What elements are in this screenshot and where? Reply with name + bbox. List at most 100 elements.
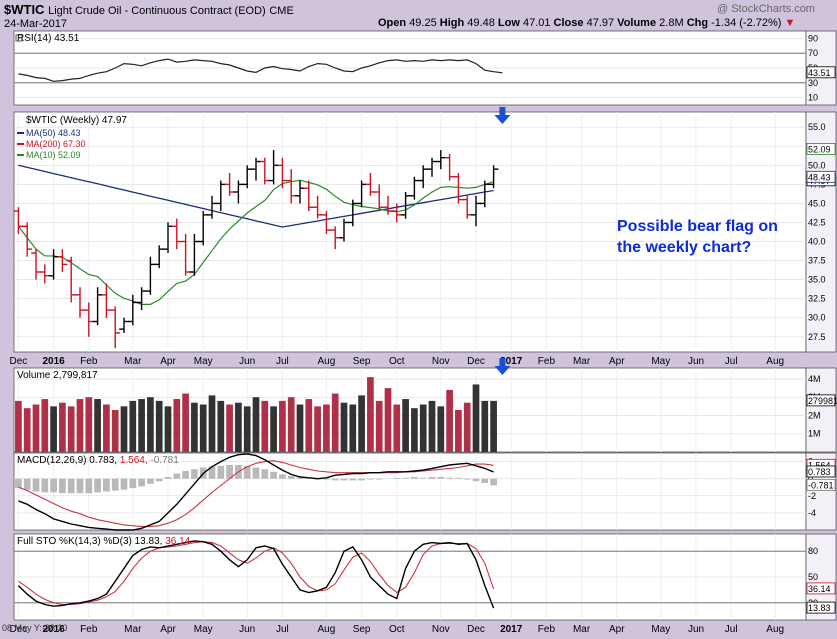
symbol-title: $WTIC Light Crude Oil - Continuous Contr…	[4, 2, 294, 17]
volume-tick-label: 2M	[808, 410, 821, 420]
volume-bar	[428, 400, 436, 452]
footer-readout: 08 May Y:-28.30	[2, 623, 68, 633]
volume-bar	[287, 397, 295, 452]
x-axis-label-top: Jul	[276, 356, 289, 367]
macd-histogram-bar	[103, 478, 110, 492]
macd-histogram-bar	[50, 478, 57, 493]
x-axis-label-bottom: Jul	[725, 624, 738, 635]
rsi-current-label: 43.51	[808, 68, 831, 78]
close-value: 47.97	[586, 17, 615, 29]
price-tick-label: 40.0	[808, 237, 826, 247]
price-right-label-box	[806, 143, 836, 155]
chg-down-icon: ▼	[784, 17, 796, 29]
volume-bar	[463, 402, 471, 452]
ohlc-readout: Open 49.25 High 49.48 Low 47.01 Close 47…	[378, 17, 795, 29]
x-axis-label-bottom: Feb	[80, 624, 98, 635]
x-axis-label-top: Feb	[538, 356, 556, 367]
rsi-tick-label: 30	[808, 78, 818, 88]
macd-histogram-bar	[243, 465, 251, 479]
stoch-right-label-box	[806, 601, 836, 614]
macd-histogram-bar	[94, 478, 101, 493]
volume-bar	[32, 404, 40, 452]
stoch-right-label-box	[806, 582, 836, 595]
macd-signal-line	[18, 460, 494, 528]
macd-histogram-bar	[138, 478, 145, 487]
x-axis-label-top: 2017	[500, 356, 523, 367]
watermark: @ StockCharts.com	[717, 3, 815, 15]
macd-histogram-bar	[472, 478, 480, 482]
price-tick-label: 50.0	[808, 160, 826, 170]
volume-bar	[384, 388, 392, 452]
macd-histogram-bar	[67, 478, 75, 494]
volume-bar	[314, 406, 321, 452]
volume-panel-plot-area	[13, 367, 807, 453]
x-axis-label-bottom: 2017	[500, 624, 523, 635]
volume-bar	[15, 400, 22, 452]
volume-bar	[94, 399, 101, 452]
macd-histogram-bar	[182, 470, 189, 479]
annotation-text: Possible bear flag on the weekly chart?	[617, 216, 778, 258]
volume-bar	[367, 377, 374, 452]
macd-histogram-bar	[323, 478, 330, 480]
x-axis-label-top: Aug	[766, 356, 784, 367]
macd-histogram-bar	[287, 476, 295, 479]
volume-bar	[331, 393, 339, 452]
volume-bar	[490, 400, 497, 452]
macd-histogram-bar	[191, 469, 198, 479]
price-tick-label: 32.5	[808, 294, 826, 304]
macd-right-label-box	[806, 478, 836, 491]
x-axis-label-top: Oct	[389, 356, 405, 367]
ma200-legend: MA(200) 67.30	[26, 139, 86, 149]
volume-bar	[138, 399, 145, 452]
volume-bar	[446, 389, 453, 452]
macd-histogram-bar	[270, 471, 277, 479]
macd-histogram-bar	[23, 478, 31, 490]
macd-right-label: 1.564	[808, 460, 831, 470]
exchange: CME	[269, 5, 294, 17]
x-axis-label-bottom: 2016	[42, 624, 65, 635]
price-down-arrow-shaft	[499, 107, 506, 116]
volume-bar	[243, 406, 251, 452]
macd-histogram-bar	[446, 477, 453, 479]
volume-bar	[41, 399, 49, 452]
volume-value: 2.8M	[659, 17, 684, 29]
high-label: High	[439, 17, 465, 29]
macd-histogram-bar	[279, 474, 286, 479]
volume-bar	[411, 408, 418, 452]
volume-bar	[120, 406, 128, 452]
x-axis-label-bottom: Aug	[318, 624, 336, 635]
volume-tick-label: 4M	[808, 374, 821, 384]
price-tick-label: 37.5	[808, 256, 826, 266]
macd-histogram-bar	[85, 478, 93, 494]
macd-histogram-bar	[375, 478, 383, 480]
x-axis-label-bottom: Sep	[353, 624, 371, 635]
volume-bar	[155, 400, 163, 452]
high-value: 49.48	[467, 17, 495, 29]
volume-down-arrow-head	[494, 366, 511, 375]
rsi-tick-label: 10	[808, 93, 818, 103]
volume-label: Volume	[617, 17, 657, 29]
macd-right-label-box	[806, 465, 836, 478]
volume-bar	[217, 400, 225, 452]
macd-histogram-bar	[32, 478, 40, 492]
stoch-tick-label: 50	[808, 572, 818, 582]
volume-down-arrow-shaft	[499, 358, 506, 367]
macd-histogram-bar	[261, 469, 269, 479]
volume-bar	[111, 410, 119, 452]
macd-histogram-bar	[129, 478, 137, 489]
symbol: $WTIC	[4, 2, 45, 17]
rsi-line	[18, 58, 503, 82]
rsi-tick-label: 90	[808, 33, 818, 43]
volume-bar	[59, 402, 66, 452]
macd-histogram-bar	[490, 478, 497, 486]
macd-histogram-bar	[76, 478, 84, 494]
x-axis-label-top: 2016	[42, 356, 65, 367]
volume-bar	[147, 397, 154, 452]
stoch-k-line	[17, 540, 495, 609]
macd-histogram-bar	[428, 476, 436, 479]
volume-bar	[182, 393, 189, 452]
rsi-tick-label: 70	[808, 48, 818, 58]
macd-histogram-bar	[296, 477, 304, 479]
volume-bar	[129, 400, 137, 452]
